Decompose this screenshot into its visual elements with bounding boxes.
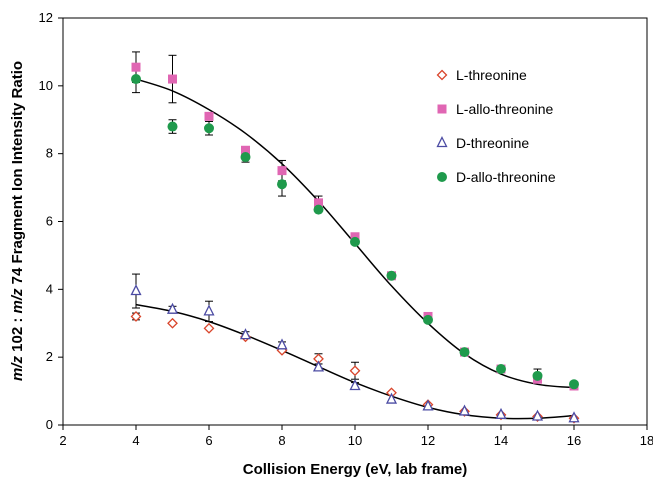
y-axis-title-part: m/z xyxy=(9,288,26,314)
data-point xyxy=(385,392,398,404)
data-point xyxy=(458,404,471,416)
legend-label: L-allo-threonine xyxy=(456,101,553,117)
data-point xyxy=(168,74,177,84)
legend-label: L-threonine xyxy=(456,67,527,83)
data-point xyxy=(569,379,579,390)
data-point xyxy=(131,62,141,72)
y-axis-title-part: 74 Fragment Ion Intensity Ratio xyxy=(9,61,26,289)
data-point xyxy=(240,152,251,163)
legend-marker xyxy=(436,136,448,148)
legend-box xyxy=(418,52,618,200)
y-axis-title-part: 102 : xyxy=(9,314,26,357)
y-tick-label: 0 xyxy=(46,417,53,432)
data-point xyxy=(130,311,142,322)
data-point xyxy=(495,407,507,419)
data-point xyxy=(531,409,544,421)
data-point xyxy=(314,198,323,208)
y-axis-title-part: m/z xyxy=(9,356,26,382)
data-point xyxy=(422,399,434,411)
x-tick-label: 10 xyxy=(348,433,362,448)
data-point xyxy=(203,322,215,334)
x-tick-label: 18 xyxy=(640,433,653,448)
data-point xyxy=(350,232,360,242)
data-point xyxy=(166,302,179,314)
x-tick-label: 16 xyxy=(567,433,581,448)
data-point xyxy=(204,111,214,121)
data-markers xyxy=(130,62,580,424)
x-tick-label: 8 xyxy=(278,433,285,448)
data-point xyxy=(312,360,325,372)
fit-curve xyxy=(135,303,575,420)
data-point xyxy=(204,123,214,134)
data-point xyxy=(131,74,141,85)
data-point xyxy=(386,270,397,281)
data-point xyxy=(459,347,470,358)
y-tick-label: 4 xyxy=(46,281,53,296)
x-axis-title: Collision Energy (eV, lab frame) xyxy=(243,461,468,478)
legend-marker xyxy=(437,172,447,182)
data-point xyxy=(532,370,543,381)
y-tick-label: 2 xyxy=(46,349,53,364)
data-point xyxy=(203,304,215,316)
data-point xyxy=(277,166,287,176)
y-tick-label: 6 xyxy=(46,214,53,229)
data-point xyxy=(349,365,361,377)
data-point xyxy=(313,204,324,215)
data-point xyxy=(241,145,250,155)
data-point xyxy=(167,121,178,132)
y-tick-label: 8 xyxy=(46,146,53,161)
data-point xyxy=(276,338,288,350)
data-point xyxy=(239,328,252,340)
data-point xyxy=(277,179,287,190)
data-point xyxy=(349,379,361,391)
data-point xyxy=(350,236,360,247)
data-point xyxy=(496,364,506,375)
x-tick-label: 4 xyxy=(132,433,139,448)
legend-marker xyxy=(437,104,447,114)
y-axis-title: m/z 102 : m/z 74 Fragment Ion Intensity … xyxy=(9,61,26,381)
legend-label: D-allo-threonine xyxy=(456,169,556,185)
x-tick-label: 14 xyxy=(494,433,508,448)
legend: L-threonine L-allo-threonine D-threonine D-… xyxy=(418,52,618,200)
y-tick-label: 10 xyxy=(39,78,53,93)
legend-label: D-threonine xyxy=(456,135,529,151)
legend-marker xyxy=(436,69,448,81)
x-tick-label: 6 xyxy=(205,433,212,448)
data-point xyxy=(130,284,142,296)
data-point xyxy=(423,314,433,325)
x-tick-label: 2 xyxy=(59,433,66,448)
x-tick-label: 12 xyxy=(421,433,435,448)
data-point xyxy=(167,317,178,329)
data-point xyxy=(568,411,580,423)
y-tick-label: 12 xyxy=(39,10,53,25)
